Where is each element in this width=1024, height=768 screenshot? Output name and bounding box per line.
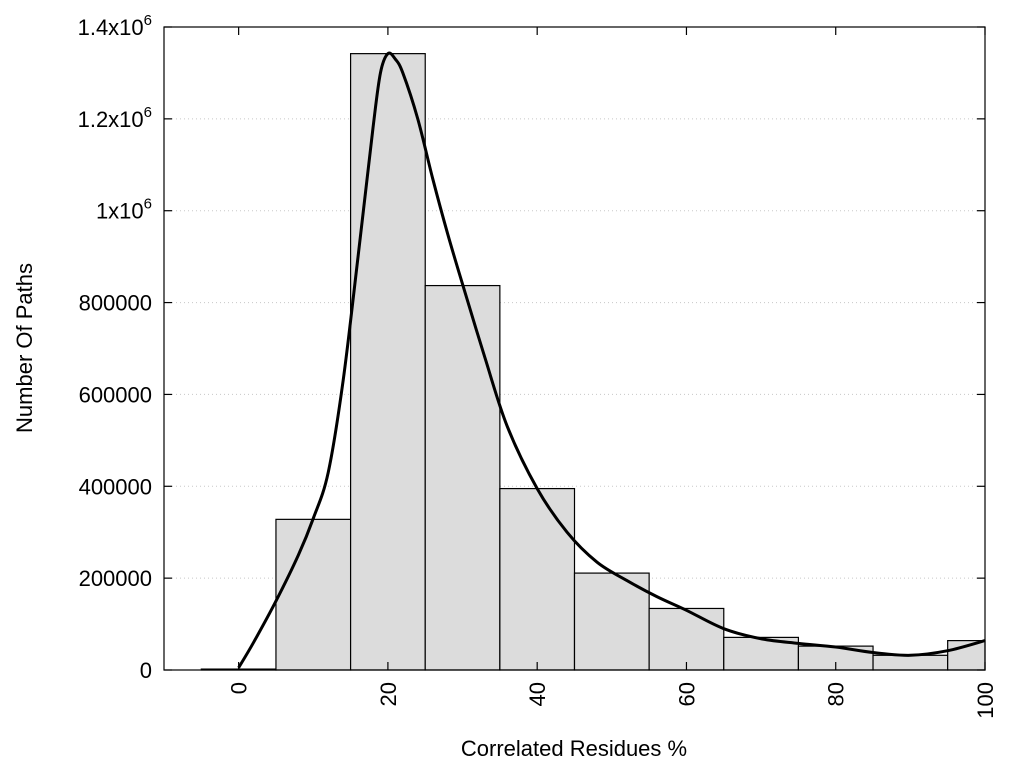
bar	[275, 518, 352, 671]
y-tick-label: 600000	[79, 382, 152, 407]
x-tick-label: 40	[525, 682, 550, 706]
plot-frame	[163, 26, 986, 671]
x-tick-label: 20	[376, 682, 401, 706]
y-tick-label: 800000	[79, 291, 152, 316]
y-tick-label: 1.4x106	[78, 12, 152, 40]
fit-curve	[237, 51, 986, 669]
bar	[424, 284, 501, 671]
y-tick-label: 0	[140, 658, 152, 683]
x-tick-labels: 0 20 40 60 80 100	[227, 682, 998, 719]
y-tick-labels: 0 200000 400000 600000 800000 1x106 1.2x106 1.4…	[78, 12, 152, 683]
y-tick-label: 400000	[79, 474, 152, 499]
x-tick-label: 0	[227, 682, 252, 694]
y-axis-label: Number Of Paths	[12, 263, 37, 433]
bar	[872, 654, 949, 671]
y-tick-label: 1.2x106	[78, 104, 152, 132]
y-tick-label: 200000	[79, 566, 152, 591]
bar	[349, 53, 426, 671]
axis-ticks	[164, 26, 986, 671]
x-axis-label: Correlated Residues %	[461, 736, 687, 761]
x-tick-label: 100	[973, 682, 998, 719]
bar	[499, 487, 576, 671]
bars	[200, 53, 986, 671]
bar	[573, 572, 650, 671]
y-tick-label: 1x106	[96, 196, 152, 224]
x-tick-label: 60	[674, 682, 699, 706]
x-tick-label: 80	[824, 682, 849, 706]
grid-lines	[164, 118, 985, 579]
bar	[648, 607, 725, 671]
